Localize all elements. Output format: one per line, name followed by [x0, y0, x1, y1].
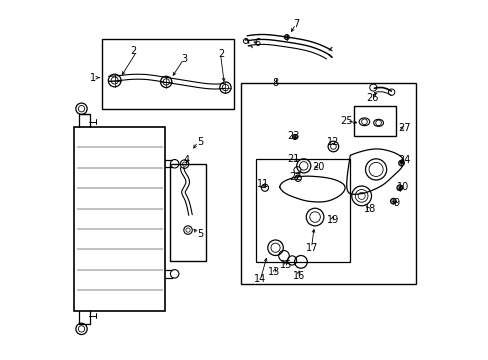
Text: 15: 15 [279, 260, 292, 270]
Text: 21: 21 [286, 154, 299, 164]
Text: 22: 22 [289, 172, 301, 182]
Text: 3: 3 [181, 54, 187, 64]
Circle shape [284, 35, 289, 40]
Bar [170, 164, 205, 261]
Text: 18: 18 [363, 204, 375, 214]
Text: 5: 5 [197, 137, 203, 147]
Text: 19: 19 [326, 215, 338, 225]
Bar [255, 159, 349, 262]
Text: 8: 8 [272, 78, 278, 88]
Text: 20: 20 [312, 162, 324, 172]
Text: 27: 27 [397, 123, 410, 133]
Circle shape [396, 185, 402, 190]
Text: 9: 9 [392, 198, 398, 208]
Text: 4: 4 [183, 154, 189, 165]
Text: 7: 7 [293, 19, 299, 29]
Text: 25: 25 [340, 116, 352, 126]
Text: 2: 2 [218, 49, 224, 59]
Text: 11: 11 [257, 179, 269, 189]
Text: 1: 1 [90, 73, 96, 83]
Bar [102, 39, 233, 109]
Text: 17: 17 [306, 243, 318, 253]
Text: 16: 16 [292, 271, 305, 281]
Text: 6: 6 [254, 38, 261, 48]
Text: 24: 24 [397, 154, 409, 165]
Text: 23: 23 [286, 131, 299, 141]
Text: 14: 14 [253, 274, 265, 284]
Text: 10: 10 [396, 182, 408, 192]
Text: 5: 5 [197, 229, 203, 239]
Text: 26: 26 [366, 93, 378, 103]
Bar [241, 83, 415, 284]
Circle shape [398, 160, 404, 166]
Text: 13: 13 [268, 267, 280, 277]
Circle shape [292, 135, 297, 139]
Bar [74, 127, 165, 311]
Bar [353, 106, 395, 136]
Circle shape [390, 198, 395, 204]
Text: 12: 12 [326, 137, 339, 147]
Text: 2: 2 [130, 46, 136, 56]
